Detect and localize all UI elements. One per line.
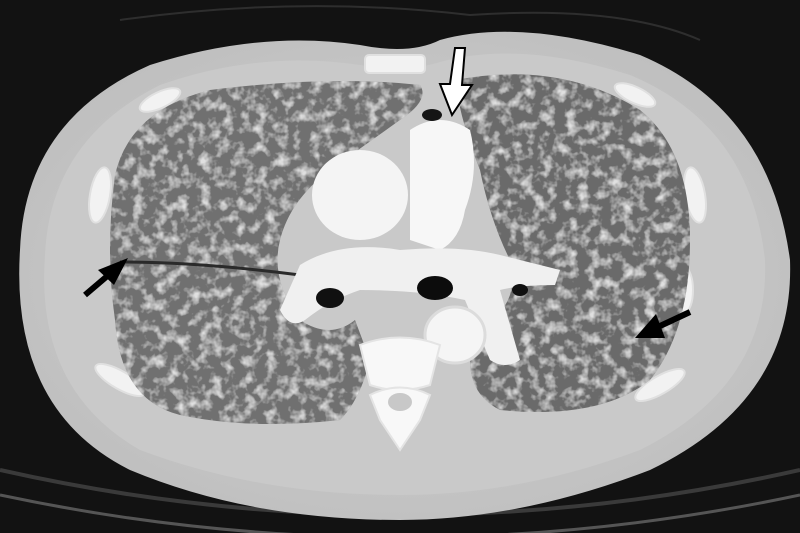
trachea [417,276,453,300]
aortic-root [312,150,408,240]
table-line [0,493,800,533]
open-arrow [438,47,474,118]
rib [634,367,686,403]
arrow [438,47,474,118]
arrow-head [98,258,128,285]
pulmonary-arteries [280,247,560,365]
rib [138,87,182,113]
air-pocket [422,109,442,121]
rib [613,82,657,108]
arrow-shaft [658,309,692,329]
cable [119,5,701,41]
spine [358,336,442,452]
sternum [364,54,426,74]
arrow [83,258,128,298]
rib [88,166,112,224]
vertebral-body [358,336,442,391]
mediastinum [280,109,560,365]
right-lung [110,81,423,424]
fissure [119,260,301,277]
left-lung [455,74,690,413]
vertebral-arch [368,386,432,452]
spinal-canal [388,393,412,411]
arrow-head [635,314,665,338]
aorta [410,120,474,250]
arrow [635,309,692,338]
bronchus [316,288,344,308]
ribs [88,54,707,403]
bronchus [512,284,528,296]
